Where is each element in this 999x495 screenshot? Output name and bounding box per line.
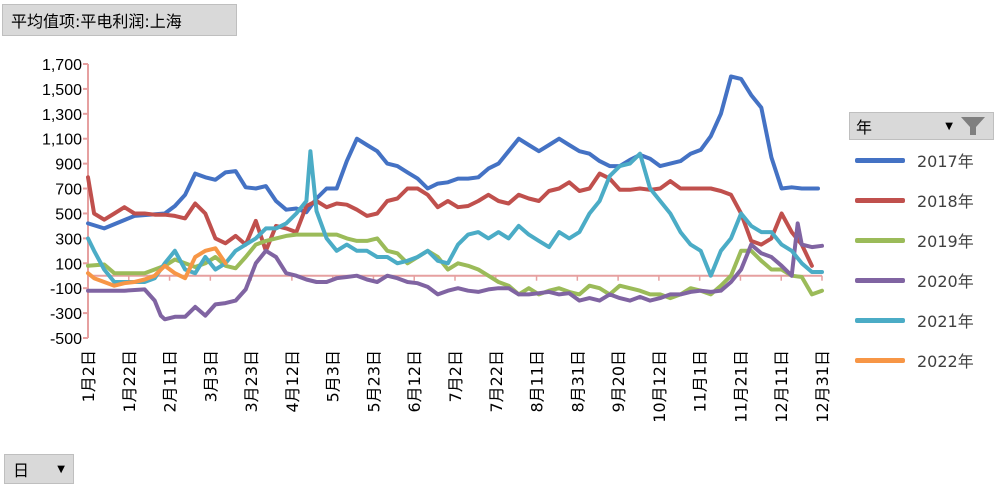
legend-swatch (855, 237, 905, 243)
x-tick-label: 7月2日 (446, 350, 465, 402)
axis-field-label: 日 (13, 461, 30, 480)
x-tick-label: 11月21日 (731, 350, 750, 423)
x-tick-label: 9月20日 (609, 350, 628, 413)
series-line-2018年 (86, 171, 814, 268)
legend-swatch (855, 317, 905, 323)
legend-filter-button[interactable]: 年 ▼ (849, 112, 994, 140)
y-tick-label: 100 (55, 256, 82, 273)
y-tick-label: 1,300 (42, 107, 82, 124)
legend-item: 2022年 (849, 340, 994, 380)
x-tick-label: 12月31日 (813, 350, 832, 423)
series-line-2020年 (86, 221, 824, 322)
y-tick-label: 1,700 (42, 57, 82, 74)
series-line-2021年 (86, 149, 824, 284)
legend-item: 2018年 (849, 180, 994, 220)
y-tick-label: 900 (55, 157, 82, 174)
x-tick-label: 5月3日 (324, 350, 343, 402)
legend-item: 2017年 (849, 140, 994, 180)
filter-icon (961, 117, 985, 135)
pivot-field-button-value[interactable]: 平均值项:平电利润:上海 (2, 4, 237, 36)
legend-swatch (855, 357, 905, 363)
y-tick-label: -100 (50, 281, 82, 298)
series-line-2022年 (86, 246, 228, 288)
y-tick-label: -300 (50, 306, 82, 323)
legend-label: 2017年 (917, 152, 974, 171)
y-tick-label: 1,500 (42, 82, 82, 99)
legend-item: 2019年 (849, 220, 994, 260)
x-tick-label: 10月12日 (650, 350, 669, 423)
legend-swatch (855, 157, 905, 163)
y-tick-label: 1,100 (42, 132, 82, 149)
x-tick-label: 6月12日 (405, 350, 424, 413)
x-tick-label: 4月12日 (283, 350, 302, 413)
x-tick-label: 8月11日 (528, 350, 547, 413)
legend-swatch (855, 197, 905, 203)
x-tick-label: 2月11日 (161, 350, 180, 413)
legend-item: 2020年 (849, 260, 994, 300)
legend-label: 2021年 (917, 312, 974, 331)
x-tick-label: 1月2日 (79, 350, 98, 402)
legend-label: 2022年 (917, 352, 974, 371)
series-line-2017年 (86, 74, 820, 231)
y-tick-label: 500 (55, 206, 82, 223)
legend-header-label: 年 (856, 118, 873, 137)
legend-swatch (855, 277, 905, 283)
x-tick-label: 8月31日 (568, 350, 587, 413)
dropdown-arrow-icon: ▼ (945, 120, 953, 132)
legend-label: 2020年 (917, 272, 974, 291)
pivot-axis-field-button[interactable]: 日 ▼ (4, 454, 74, 484)
legend-item: 2021年 (849, 300, 994, 340)
x-tick-label: 5月23日 (364, 350, 383, 413)
dropdown-arrow-icon: ▼ (57, 463, 65, 475)
legend: 年 ▼ 2017年 2018年 2019年 2020年 2021年 2022年 (849, 112, 994, 380)
legend-label: 2019年 (917, 232, 974, 251)
y-tick-label: 300 (55, 231, 82, 248)
x-tick-label: 12月11日 (772, 350, 791, 423)
x-tick-label: 11月1日 (691, 350, 710, 413)
x-tick-label: 3月3日 (201, 350, 220, 402)
y-tick-label: -500 (50, 331, 82, 348)
pivot-field-label: 平均值项:平电利润:上海 (11, 12, 182, 31)
x-tick-label: 7月22日 (487, 350, 506, 413)
x-tick-label: 3月23日 (242, 350, 261, 413)
x-tick-label: 1月22日 (120, 350, 139, 413)
y-tick-label: 700 (55, 182, 82, 199)
legend-label: 2018年 (917, 192, 974, 211)
